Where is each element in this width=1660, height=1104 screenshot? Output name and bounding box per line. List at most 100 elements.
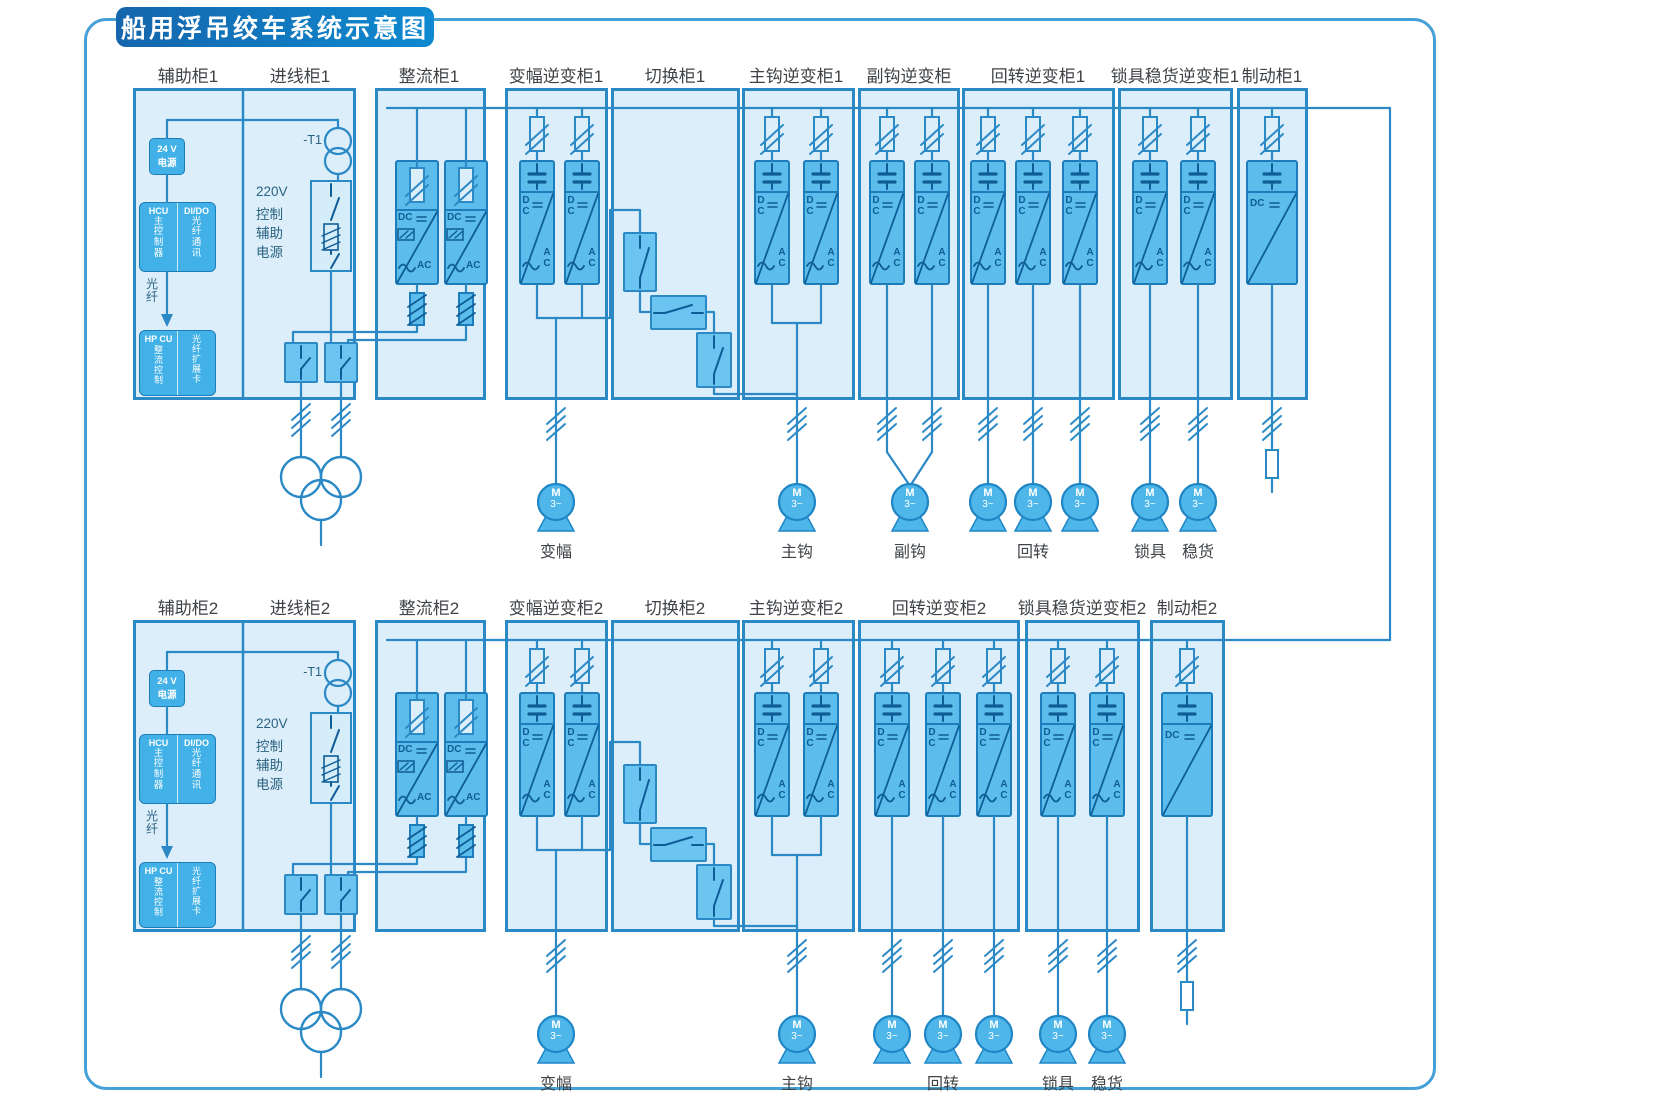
cabinet-label: 锁具稳货逆变柜2 [1017, 599, 1147, 618]
ctrl-power-text: 控制 [256, 207, 283, 222]
module-ac-text: AC [543, 247, 551, 269]
motor-label: 回转 [926, 1076, 959, 1093]
module-ac-text: AC [949, 779, 957, 801]
transformer-tag: -T1 [303, 665, 322, 679]
module-dc-text: DC [522, 727, 530, 749]
module-ac-text: AC [938, 247, 946, 269]
module-ac-text: AC [588, 779, 596, 801]
cabinet-label: 辅助柜1 [157, 67, 219, 86]
box-column: DI/DO 光纤通讯 [177, 735, 215, 803]
box-column-body: 主控制器 [153, 215, 164, 259]
box-column: HP CU 整流控制 [140, 331, 177, 395]
motor-label: 稳货 [1181, 544, 1214, 561]
title-badge: 船用浮吊绞车系统示意图 [116, 7, 434, 47]
changeover-switch-box [623, 764, 657, 824]
cabinet-label: 切换柜2 [644, 599, 706, 618]
motor-m-text: M [1053, 1019, 1063, 1031]
motor-label: 变幅 [539, 544, 572, 561]
ctrl-power-text: 电源 [256, 777, 283, 792]
cabinet-label: 整流柜1 [398, 67, 460, 86]
module-dc-text: DC [973, 195, 981, 217]
motor-label: 副钩 [893, 544, 926, 561]
cabinet-label: 变幅逆变柜1 [508, 67, 604, 86]
motor-m-text: M [983, 487, 993, 499]
motor-phase-text: 3~ [988, 1031, 1000, 1042]
psu-line2: 电源 [157, 158, 177, 169]
module-dc-text: DC [877, 727, 885, 749]
module-ac-text: AC [827, 247, 835, 269]
changeover-switch-box [623, 232, 657, 292]
ctrl-aux-power-box [310, 180, 352, 272]
box-column: HCU 主控制器 [140, 735, 177, 803]
module-dc-text: DC [1165, 730, 1180, 741]
box-column-body: 整流控制 [154, 876, 164, 918]
psu-line2: 电源 [157, 690, 177, 701]
brake-chopper-module [1246, 160, 1298, 285]
ctrl-power-text: 220V [256, 184, 288, 199]
motor-m-text: M [905, 487, 915, 499]
breaker-switch [324, 342, 358, 383]
box-column-body: 整流控制 [154, 344, 164, 386]
module-ac-text: AC [588, 247, 596, 269]
motor-m-text: M [989, 1019, 999, 1031]
motor-label: 主钩 [780, 544, 813, 561]
module-ac-text: AC [1086, 247, 1094, 269]
motor-m-text: M [551, 1019, 561, 1031]
hcu-controller-box: HCU 主控制器 DI/DO 光纤通讯 [139, 734, 216, 804]
motor-m-text: M [938, 1019, 948, 1031]
changeover-switch-box [696, 864, 732, 920]
module-ac-text: AC [466, 792, 481, 803]
module-dc-text: DC [398, 212, 413, 223]
cabinet-label: 整流柜2 [398, 599, 460, 618]
motor-phase-text: 3~ [1101, 1031, 1113, 1042]
module-ac-text: AC [1064, 779, 1072, 801]
breaker-switch [324, 874, 358, 915]
cabinet-label: 制动柜2 [1156, 599, 1218, 618]
module-ac-text: AC [994, 247, 1002, 269]
module-dc-text: DC [398, 744, 413, 755]
cabinet-label: 回转逆变柜1 [990, 67, 1086, 86]
motor-m-text: M [792, 487, 802, 499]
module-ac-text: AC [417, 260, 432, 271]
hpcu-rectifier-ctrl-box: HP CU 整流控制 光纤扩展卡 [139, 330, 216, 396]
box-column-body: 光纤扩展卡 [192, 866, 202, 917]
box-column-title: DI/DO [183, 738, 209, 748]
box-column: 光纤扩展卡 [177, 331, 215, 395]
module-dc-text: DC [806, 727, 814, 749]
box-column-body: 主控制器 [153, 747, 164, 791]
changeover-switch-box [696, 332, 732, 388]
motor-phase-text: 3~ [550, 499, 562, 510]
motor-label: 回转 [1016, 544, 1049, 561]
ctrl-aux-power-box [310, 712, 352, 804]
module-dc-text: DC [522, 195, 530, 217]
motor-m-text: M [551, 487, 561, 499]
page-title: 船用浮吊绞车系统示意图 [120, 15, 429, 43]
module-dc-text: DC [567, 727, 575, 749]
ctrl-power-text: 控制 [256, 739, 283, 754]
box-column: HP CU 整流控制 [140, 863, 177, 927]
brake-chopper-module [1161, 692, 1213, 817]
motor-m-text: M [1075, 487, 1085, 499]
box-column-title: HCU [148, 206, 169, 216]
motor-label: 锁具 [1041, 1076, 1074, 1093]
cabinet-label: 主钩逆变柜2 [748, 599, 844, 618]
motor-label: 变幅 [539, 1076, 572, 1093]
ctrl-power-text: 电源 [256, 245, 283, 260]
module-ac-text: AC [778, 779, 786, 801]
motor-m-text: M [1102, 1019, 1112, 1031]
motor-m-text: M [1028, 487, 1038, 499]
hpcu-rectifier-ctrl-box: HP CU 整流控制 光纤扩展卡 [139, 862, 216, 928]
module-ac-text: AC [543, 779, 551, 801]
module-dc-text: DC [872, 195, 880, 217]
motor-label: 锁具 [1133, 544, 1166, 561]
box-column-body: 光纤通讯 [191, 215, 202, 259]
box-column-title: HCU [148, 738, 169, 748]
cabinet-label: 切换柜1 [644, 67, 706, 86]
module-dc-text: DC [757, 727, 765, 749]
module-dc-text: DC [1018, 195, 1026, 217]
box-column-body: 光纤扩展卡 [192, 334, 202, 385]
cabinet-label: 副钩逆变柜 [866, 67, 952, 86]
motor-phase-text: 3~ [1052, 1031, 1064, 1042]
motor-m-text: M [887, 1019, 897, 1031]
